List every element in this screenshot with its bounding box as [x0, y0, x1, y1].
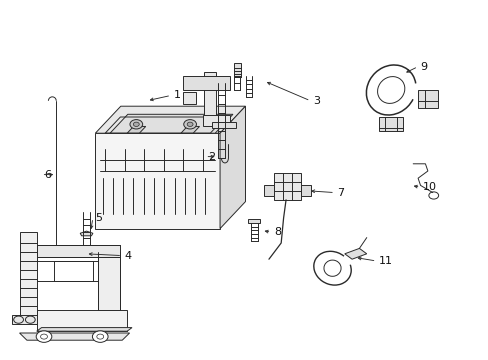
- Polygon shape: [181, 126, 199, 133]
- Polygon shape: [20, 333, 129, 340]
- Text: 5: 5: [95, 213, 102, 223]
- Polygon shape: [20, 232, 37, 317]
- Polygon shape: [37, 245, 120, 257]
- Polygon shape: [233, 63, 240, 77]
- Circle shape: [36, 331, 52, 342]
- Polygon shape: [183, 92, 195, 104]
- Polygon shape: [273, 173, 300, 200]
- Circle shape: [130, 120, 142, 129]
- Text: 7: 7: [337, 188, 344, 198]
- Polygon shape: [300, 185, 310, 196]
- Text: 9: 9: [420, 62, 427, 72]
- Polygon shape: [220, 106, 245, 229]
- Text: 6: 6: [44, 170, 51, 180]
- Polygon shape: [95, 106, 245, 133]
- Polygon shape: [110, 114, 232, 133]
- Polygon shape: [54, 261, 93, 281]
- Text: 11: 11: [378, 256, 392, 266]
- Circle shape: [183, 120, 196, 129]
- FancyBboxPatch shape: [378, 117, 403, 131]
- Text: 10: 10: [422, 182, 436, 192]
- Polygon shape: [127, 126, 145, 133]
- Circle shape: [92, 331, 108, 342]
- Text: 8: 8: [273, 227, 281, 237]
- Polygon shape: [95, 133, 220, 229]
- Polygon shape: [80, 231, 93, 236]
- Polygon shape: [203, 115, 217, 126]
- Circle shape: [187, 122, 193, 126]
- Text: 4: 4: [124, 251, 132, 261]
- Text: 3: 3: [312, 96, 319, 106]
- FancyBboxPatch shape: [417, 90, 437, 108]
- Text: 1: 1: [173, 90, 180, 100]
- Polygon shape: [204, 72, 216, 126]
- Circle shape: [133, 122, 139, 126]
- Polygon shape: [344, 248, 366, 259]
- Text: 2: 2: [207, 152, 215, 162]
- Polygon shape: [37, 328, 132, 331]
- Polygon shape: [217, 115, 229, 126]
- Polygon shape: [98, 252, 120, 310]
- Polygon shape: [12, 315, 37, 324]
- Polygon shape: [264, 185, 273, 196]
- Polygon shape: [248, 219, 260, 223]
- Polygon shape: [183, 76, 229, 90]
- Polygon shape: [37, 310, 127, 331]
- Polygon shape: [211, 122, 236, 128]
